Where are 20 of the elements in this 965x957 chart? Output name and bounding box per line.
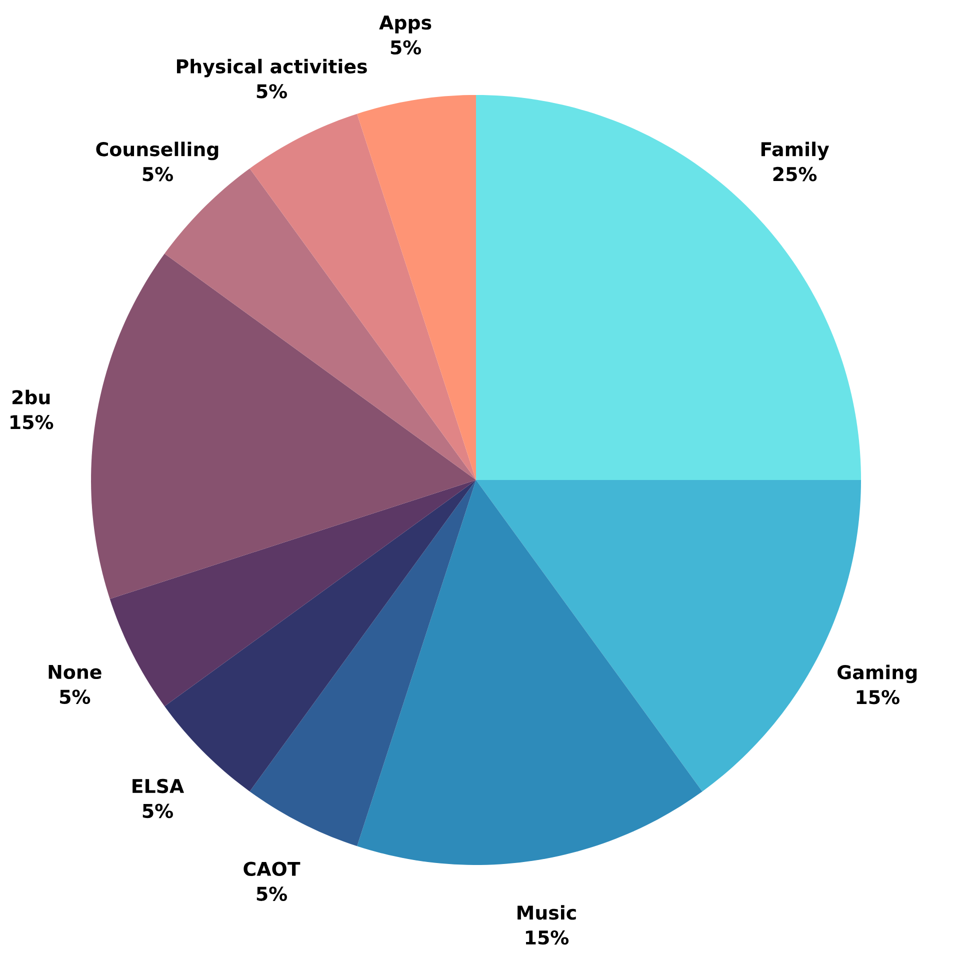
slice-label: Apps — [379, 16, 432, 34]
data-label: 5% — [256, 886, 287, 901]
slice-label: Family — [761, 142, 830, 160]
data-label: 15% — [526, 930, 569, 945]
slice-label: 2bu — [12, 390, 50, 404]
data-label: 25% — [773, 166, 817, 182]
data-label: 5% — [142, 804, 173, 818]
data-label: 5% — [390, 40, 422, 55]
slice-label: Music — [518, 905, 576, 920]
data-label: 5% — [256, 84, 287, 98]
slice-label: ELSA — [132, 778, 184, 794]
slice-label: None — [48, 664, 102, 680]
slice-label: CAOT — [244, 862, 300, 876]
data-label: 5% — [60, 690, 90, 704]
data-label: 15% — [10, 414, 54, 430]
data-label: 15% — [856, 690, 900, 704]
data-label: 5% — [142, 166, 173, 182]
slice-label: Physical activities — [176, 58, 367, 78]
slice-label: Counselling — [96, 142, 218, 160]
slice-label: Gaming — [838, 664, 917, 684]
